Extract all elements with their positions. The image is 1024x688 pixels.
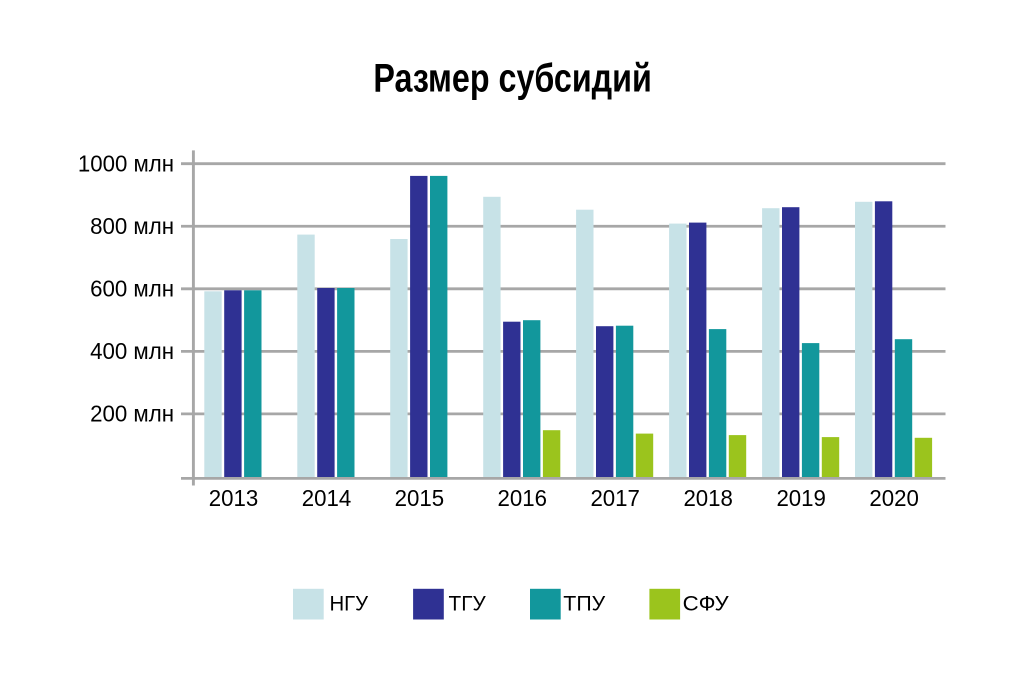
svg-text:ТПУ: ТПУ [563,592,605,616]
svg-text:2019: 2019 [776,485,826,511]
svg-text:ТГУ: ТГУ [449,592,487,616]
svg-text:800 млн: 800 млн [90,213,174,239]
svg-text:2018: 2018 [683,485,733,511]
svg-text:НГУ: НГУ [330,592,369,616]
svg-text:2016: 2016 [498,485,548,511]
svg-text:Размер субсидий: Размер субсидий [373,56,651,100]
svg-text:СФУ: СФУ [683,592,729,616]
svg-text:400 млн: 400 млн [90,338,174,364]
svg-text:600 млн: 600 млн [90,276,174,302]
svg-text:2020: 2020 [869,485,919,511]
svg-text:2015: 2015 [395,485,445,511]
svg-text:2014: 2014 [302,485,352,511]
svg-text:2017: 2017 [590,485,640,511]
svg-text:2013: 2013 [209,485,259,511]
svg-text:200 млн: 200 млн [90,401,174,427]
svg-text:1000 млн: 1000 млн [78,151,174,177]
